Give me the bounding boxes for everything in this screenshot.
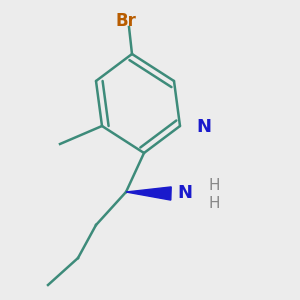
Polygon shape [126,187,171,200]
Text: N: N [196,118,211,136]
Text: N: N [177,184,192,202]
Text: H: H [208,178,220,194]
Text: Br: Br [116,12,136,30]
Text: H: H [208,196,220,211]
